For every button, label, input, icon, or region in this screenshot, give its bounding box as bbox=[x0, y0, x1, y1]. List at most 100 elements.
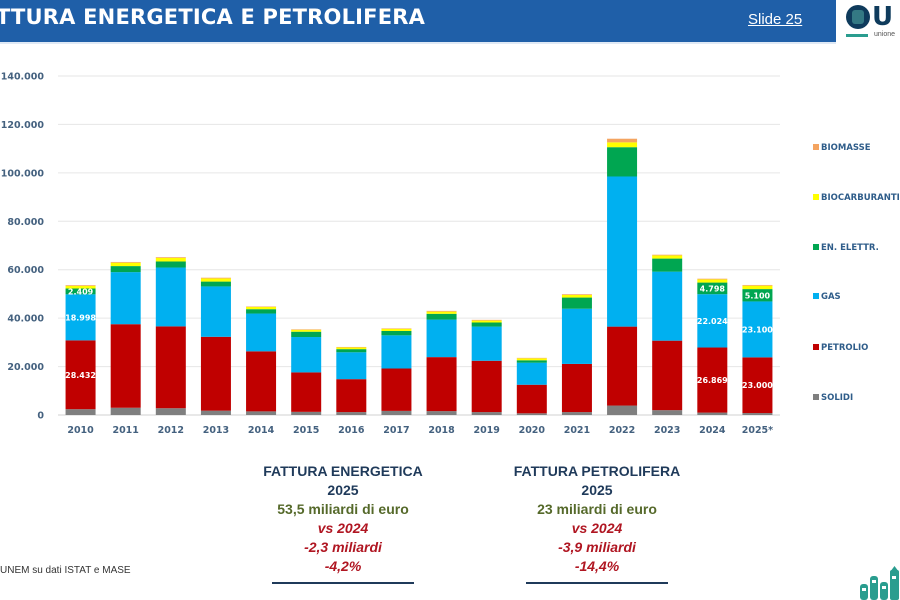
x-tick-label: 2022 bbox=[609, 425, 635, 436]
y-tick-label: 80.000 bbox=[7, 217, 44, 228]
summary-delta-pct: -4,2% bbox=[324, 558, 362, 574]
bar-segment-solidi bbox=[110, 407, 141, 415]
bar-segment-gas bbox=[110, 272, 141, 325]
legend-swatch bbox=[813, 293, 819, 299]
bar-segment-petrolio bbox=[291, 372, 322, 412]
summary-delta-abs: -3,9 miliardi bbox=[558, 539, 636, 555]
data-label: 26.869 bbox=[697, 376, 728, 385]
bar-segment-solidi bbox=[336, 412, 367, 415]
bar-segment-petrolio bbox=[426, 357, 457, 412]
y-tick-label: 100.000 bbox=[1, 168, 45, 179]
slide-title: TTURA ENERGETICA E PETROLIFERA bbox=[0, 5, 426, 29]
x-tick-label: 2019 bbox=[473, 425, 499, 436]
bar-segment-solidi bbox=[246, 411, 277, 415]
y-tick-label: 140.000 bbox=[1, 72, 45, 83]
y-tick-label: 60.000 bbox=[7, 265, 44, 276]
y-tick-label: 40.000 bbox=[7, 314, 44, 325]
header-divider bbox=[0, 42, 836, 44]
legend-swatch bbox=[813, 244, 819, 250]
bar-segment-biocarburanti bbox=[697, 279, 728, 283]
unem-logo: U unione bbox=[842, 2, 900, 42]
data-label: 18.998 bbox=[65, 313, 96, 322]
x-tick-label: 2023 bbox=[654, 425, 680, 436]
bar-segment-biomasse bbox=[200, 277, 231, 279]
bar-segment-solidi bbox=[65, 409, 96, 415]
bar-segment-biomasse bbox=[155, 257, 186, 258]
x-tick-label: 2010 bbox=[67, 425, 94, 436]
bar-segment-en_elettr bbox=[697, 282, 728, 295]
bar-segment-en_elettr bbox=[200, 281, 231, 287]
summary-amount: 23 miliardi di euro bbox=[537, 501, 657, 517]
legend-swatch bbox=[813, 394, 819, 400]
legend-label: PETROLIO bbox=[821, 343, 868, 353]
bar-segment-petrolio bbox=[607, 326, 638, 406]
bar-segment-en_elettr bbox=[291, 331, 322, 338]
bar-segment-petrolio bbox=[65, 340, 96, 410]
y-tick-label: 0 bbox=[37, 411, 44, 422]
bar-segment-biomasse bbox=[110, 261, 141, 263]
x-tick-label: 2024 bbox=[699, 425, 726, 436]
bar-segment-solidi bbox=[155, 408, 186, 415]
slide-number-link[interactable]: Slide 25 bbox=[748, 11, 803, 28]
x-tick-label: 2012 bbox=[158, 425, 184, 436]
bar-segment-biocarburanti bbox=[742, 285, 773, 290]
bar-segment-petrolio bbox=[155, 326, 186, 409]
x-tick-label: 2015 bbox=[293, 425, 319, 436]
data-label: 2.409 bbox=[68, 287, 94, 296]
legend-label: EN. ELETTR. bbox=[821, 243, 879, 253]
bar-segment-en_elettr bbox=[381, 330, 412, 336]
bar-segment-biomasse bbox=[697, 278, 728, 280]
legend-label: BIOMASSE bbox=[821, 143, 871, 153]
bar-segment-en_elettr bbox=[110, 266, 141, 273]
x-tick-label: 2011 bbox=[112, 425, 138, 436]
bar-segment-en_elettr bbox=[155, 261, 186, 268]
bar-segment-en_elettr bbox=[561, 297, 592, 309]
bar-segment-solidi bbox=[742, 413, 773, 415]
bar-segment-petrolio bbox=[246, 351, 277, 412]
summary-heading: FATTURA PETROLIFERA bbox=[513, 463, 681, 479]
bar-segment-gas bbox=[607, 176, 638, 327]
legend-label: GAS bbox=[821, 292, 841, 302]
bar-segment-solidi bbox=[697, 412, 728, 415]
x-tick-label: 2013 bbox=[203, 425, 229, 436]
legend-swatch bbox=[813, 144, 819, 150]
bar-segment-gas bbox=[652, 271, 683, 341]
header-bar: TTURA ENERGETICA E PETROLIFERA Slide 25 bbox=[0, 0, 836, 42]
y-tick-label: 20.000 bbox=[7, 362, 44, 373]
bar-segment-petrolio bbox=[110, 324, 141, 408]
bar-segment-gas bbox=[742, 301, 773, 358]
logo-emblem-icon bbox=[846, 5, 870, 29]
bar-segment-solidi bbox=[471, 412, 502, 415]
bar-segment-biocarburanti bbox=[155, 257, 186, 262]
y-tick-label: 120.000 bbox=[1, 120, 45, 131]
bar-segment-biocarburanti bbox=[607, 142, 638, 148]
bar-segment-petrolio bbox=[471, 360, 502, 413]
summary-petrolifera: FATTURA PETROLIFERA 2025 23 miliardi di … bbox=[502, 462, 692, 584]
bar-segment-gas bbox=[516, 362, 547, 385]
bar-segment-gas bbox=[200, 286, 231, 337]
bar-segment-biocarburanti bbox=[652, 255, 683, 259]
data-label: 23.100 bbox=[742, 325, 773, 334]
bar-segment-petrolio bbox=[200, 336, 231, 411]
legend-label: SOLIDI bbox=[821, 393, 853, 403]
summary-rule bbox=[526, 582, 668, 584]
bar-segment-biocarburanti bbox=[561, 294, 592, 298]
bar-segment-biomasse bbox=[742, 284, 773, 286]
bar-segment-gas bbox=[65, 294, 96, 341]
bar-segment-biocarburanti bbox=[381, 328, 412, 331]
bar-segment-en_elettr bbox=[426, 313, 457, 320]
bar-segment-solidi bbox=[291, 411, 322, 415]
bar-segment-gas bbox=[471, 326, 502, 361]
x-tick-label: 2025* bbox=[742, 425, 773, 436]
bar-segment-solidi bbox=[652, 410, 683, 415]
bar-segment-solidi bbox=[607, 405, 638, 415]
bar-segment-biomasse bbox=[65, 285, 96, 286]
bar-segment-biomasse bbox=[561, 294, 592, 295]
bar-segment-en_elettr bbox=[607, 147, 638, 177]
summary-year: 2025 bbox=[327, 482, 359, 498]
bar-segment-solidi bbox=[561, 412, 592, 415]
summary-heading: FATTURA ENERGETICA bbox=[263, 463, 423, 479]
data-label: 22.024 bbox=[697, 317, 728, 326]
bar-segment-gas bbox=[155, 267, 186, 327]
bar-segment-petrolio bbox=[336, 379, 367, 413]
